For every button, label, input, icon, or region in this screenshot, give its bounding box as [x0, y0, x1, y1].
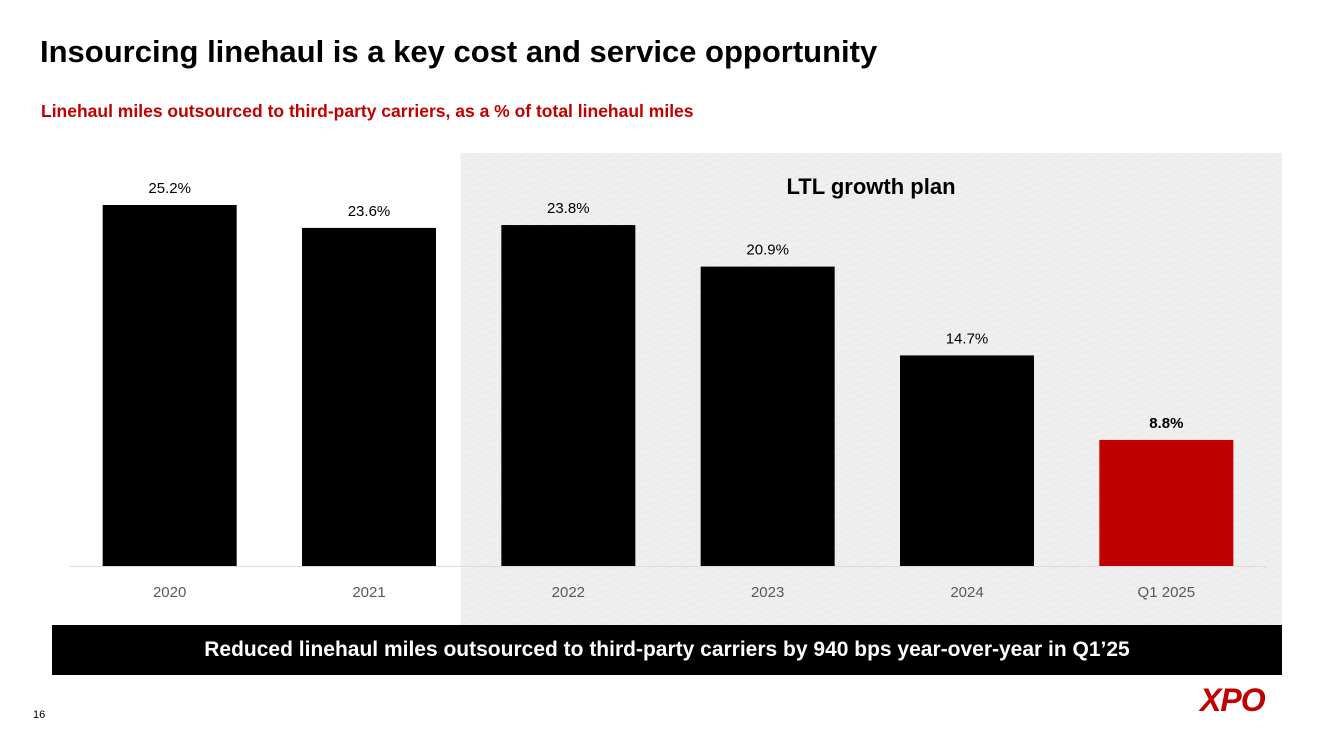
data-label: 20.9% [746, 242, 789, 259]
bar-2024 [900, 355, 1034, 566]
data-label: 8.8% [1149, 415, 1183, 432]
x-tick-label: 2024 [950, 584, 983, 601]
x-tick-label: 2021 [352, 584, 385, 601]
xpo-logo: XPO [1200, 682, 1266, 718]
bar-2022 [501, 225, 636, 567]
bar-chart: LTL growth plan 25.2% 2020 23.6% 2021 23.8% 2… [70, 153, 1283, 625]
data-label: 23.8% [547, 200, 590, 217]
x-tick-label: 2020 [153, 584, 186, 601]
ltl-growth-plan-label: LTL growth plan [786, 174, 955, 199]
bar-2020 [102, 205, 237, 566]
x-tick-label: 2022 [552, 584, 585, 601]
page-number: 16 [33, 709, 46, 721]
x-tick-label: 2023 [751, 584, 784, 601]
data-label: 23.6% [348, 203, 391, 220]
bar-q1-2025 [1099, 439, 1234, 566]
slide-title: Insourcing linehaul is a key cost and se… [40, 34, 878, 69]
data-label: 14.7% [946, 330, 989, 347]
chart-subtitle: Linehaul miles outsourced to third-party… [41, 101, 694, 121]
bar-2023 [700, 266, 835, 566]
bar-2021 [302, 227, 436, 566]
summary-banner: Reduced linehaul miles outsourced to thi… [52, 625, 1282, 675]
data-label: 25.2% [148, 180, 191, 197]
x-tick-label: Q1 2025 [1138, 584, 1196, 601]
